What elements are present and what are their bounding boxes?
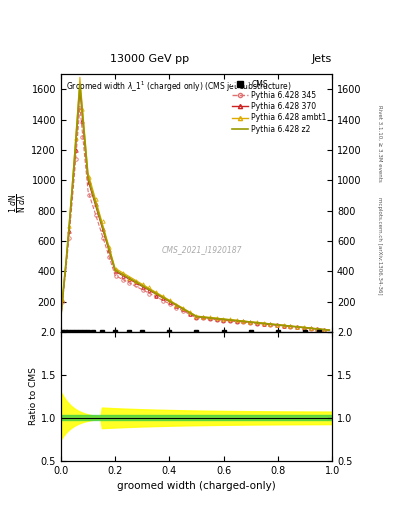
X-axis label: groomed width (charged-only): groomed width (charged-only) (117, 481, 276, 491)
Y-axis label: $\frac{1}{\mathrm{N}}\frac{d\mathrm{N}}{d\lambda}$: $\frac{1}{\mathrm{N}}\frac{d\mathrm{N}}{… (7, 193, 29, 213)
Text: mcplots.cern.ch [arXiv:1306.34-36]: mcplots.cern.ch [arXiv:1306.34-36] (377, 197, 382, 294)
Text: Jets: Jets (312, 54, 332, 64)
Text: CMS_2021_I1920187: CMS_2021_I1920187 (162, 245, 242, 254)
Text: Groomed width $\lambda\_1^1$ (charged only) (CMS jet substructure): Groomed width $\lambda\_1^1$ (charged on… (66, 79, 292, 94)
Y-axis label: Ratio to CMS: Ratio to CMS (29, 368, 38, 425)
Legend: CMS, Pythia 6.428 345, Pythia 6.428 370, Pythia 6.428 ambt1, Pythia 6.428 z2: CMS, Pythia 6.428 345, Pythia 6.428 370,… (231, 78, 328, 135)
Text: 13000 GeV pp: 13000 GeV pp (110, 54, 189, 64)
Text: Rivet 3.1.10, ≥ 3.3M events: Rivet 3.1.10, ≥ 3.3M events (377, 105, 382, 182)
